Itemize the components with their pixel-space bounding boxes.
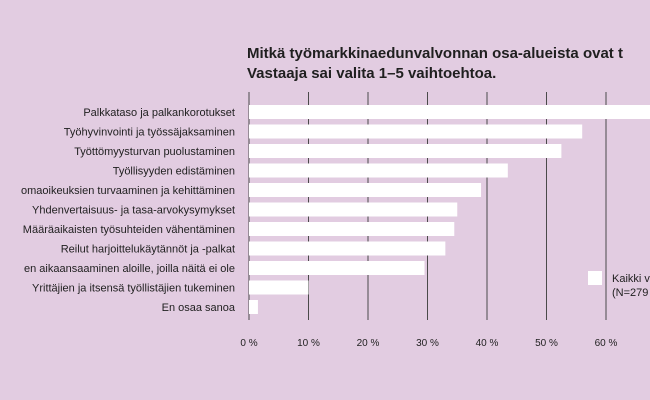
category-label: omaoikeuksien turvaaminen ja kehittämine… xyxy=(21,185,235,197)
legend-label: (N=279 xyxy=(612,287,648,299)
legend: Kaikki v (N=279 xyxy=(588,271,650,299)
category-label: Reilut harjoittelukäytännöt ja -palkat xyxy=(61,244,235,256)
x-tick-label: 50 % xyxy=(535,338,558,349)
category-label: Palkkataso ja palkankorotukset xyxy=(83,107,235,119)
category-labels: Palkkataso ja palkankorotukset Työhyvinvo… xyxy=(21,107,236,314)
bar xyxy=(249,144,562,158)
category-label: Yhdenvertaisuus- ja tasa-arvokysymykset xyxy=(32,205,235,217)
x-tick-label: 30 % xyxy=(416,338,439,349)
bar xyxy=(249,124,583,139)
chart-title-line: Vastaaja sai valita 1–5 vaihtoehtoa. xyxy=(247,65,497,82)
x-tick-label: 0 % xyxy=(240,338,257,349)
x-axis-ticks: 0 % 10 % 20 % 30 % 40 % 50 % 60 % xyxy=(240,338,617,349)
category-label: En osaa sanoa xyxy=(162,302,236,314)
x-tick-label: 60 % xyxy=(595,338,618,349)
chart-title-line: Mitkä työmarkkinaedunvalvonnan osa-aluei… xyxy=(247,45,623,62)
x-tick-label: 20 % xyxy=(357,338,380,349)
bar xyxy=(249,183,482,197)
chart-title: Mitkä työmarkkinaedunvalvonnan osa-aluei… xyxy=(247,44,623,84)
x-tick-label: 10 % xyxy=(297,338,320,349)
bar xyxy=(249,241,446,256)
category-label: Määräaikaisten työsuhteiden vähentäminen xyxy=(23,224,235,236)
category-label: en aikaansaaminen aloille, joilla näitä … xyxy=(24,263,235,275)
bar xyxy=(249,300,258,314)
bar xyxy=(249,222,455,236)
category-label: Työttömyysturvan puolustaminen xyxy=(74,146,235,158)
x-tick-label: 40 % xyxy=(476,338,499,349)
bar xyxy=(249,261,425,275)
bar xyxy=(249,202,458,217)
bars xyxy=(249,105,650,314)
bar xyxy=(249,280,309,295)
legend-label: Kaikki v xyxy=(612,273,650,285)
bar xyxy=(249,105,650,119)
category-label: Työllisyyden edistäminen xyxy=(113,166,235,178)
category-label: Yrittäjien ja itsensä työllistäjien tuke… xyxy=(32,283,235,295)
category-label: Työhyvinvointi ja työssäjaksaminen xyxy=(64,127,235,139)
bar xyxy=(249,163,508,178)
legend-swatch xyxy=(588,271,602,285)
